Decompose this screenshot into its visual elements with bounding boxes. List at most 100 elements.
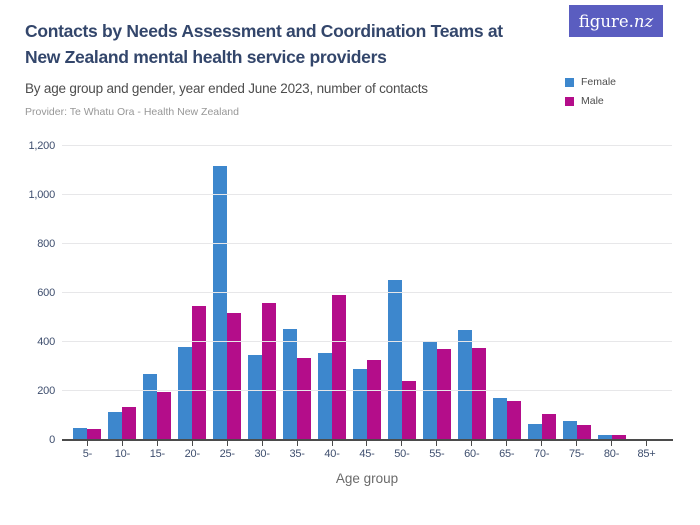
figurenz-logo[interactable]: figure. nz <box>569 5 663 37</box>
bar-group-85+ <box>629 146 664 440</box>
bar-male-30- <box>262 302 277 440</box>
legend-label-female: Female <box>581 76 617 88</box>
x-axis-title: Age group <box>335 471 399 486</box>
bar-group-20- <box>175 146 210 440</box>
x-cell-5-: 5- <box>70 441 105 460</box>
gridline-1000 <box>62 194 672 195</box>
x-cell-70-: 70- <box>524 441 559 460</box>
bar-male-20- <box>192 306 207 440</box>
x-tick-80- <box>611 441 613 446</box>
gridline-600 <box>62 292 672 293</box>
bar-group-50- <box>384 146 419 440</box>
x-cell-30-: 30- <box>245 441 280 460</box>
bar-female-60- <box>457 329 472 440</box>
bar-male-70- <box>541 414 556 440</box>
bar-group-45- <box>350 146 385 440</box>
bar-group-65- <box>489 146 524 440</box>
x-tick-70- <box>541 441 543 446</box>
y-tick-label-1000: 1,000 <box>28 189 55 201</box>
x-cell-55-: 55- <box>419 441 454 460</box>
x-tick-35- <box>296 441 298 446</box>
title-line-1: Contacts by Needs Assessment and Coordin… <box>25 21 503 41</box>
bar-male-55- <box>436 349 451 440</box>
x-tick-75- <box>576 441 578 446</box>
bar-group-10- <box>105 146 140 440</box>
x-tick-25- <box>226 441 228 446</box>
legend-swatch-female <box>565 77 574 87</box>
bar-group-70- <box>524 146 559 440</box>
chart-subtitle: By age group and gender, year ended June… <box>25 81 428 96</box>
x-tick-label-60-: 60- <box>464 448 480 460</box>
x-tick-label-80-: 80- <box>603 448 620 460</box>
bar-male-15- <box>157 392 172 440</box>
bar-male-60- <box>471 348 486 440</box>
x-tick-label-65-: 65- <box>499 448 515 460</box>
x-tick-45- <box>366 441 368 446</box>
bar-group-60- <box>454 146 489 440</box>
x-tick-label-55-: 55- <box>429 448 445 460</box>
x-tick-label-10-: 10- <box>114 448 131 460</box>
bar-female-10- <box>108 411 123 440</box>
x-tick-label-40-: 40- <box>324 448 340 460</box>
bar-male-65- <box>506 400 521 440</box>
bar-female-80- <box>597 435 612 440</box>
gridline-800 <box>62 243 672 244</box>
bar-male-5- <box>87 428 102 440</box>
bar-male-40- <box>332 295 347 440</box>
x-tick-65- <box>506 441 508 446</box>
x-cell-40-: 40- <box>315 441 350 460</box>
bar-group-40- <box>315 146 350 440</box>
bar-female-40- <box>318 353 333 440</box>
gridline-1200 <box>62 145 672 146</box>
bar-group-15- <box>140 146 175 440</box>
legend-item-female: Female <box>565 76 616 88</box>
bar-group-75- <box>559 146 594 440</box>
bar-group-25- <box>210 146 245 440</box>
bar-male-75- <box>576 425 591 440</box>
plot-area <box>62 145 672 440</box>
x-tick-60- <box>471 441 473 446</box>
title-line-2: New Zealand mental health service provid… <box>25 47 387 67</box>
y-tick-label-1200: 1,200 <box>28 140 55 152</box>
y-tick-label-800: 800 <box>37 238 55 250</box>
x-tick-label-45-: 45- <box>359 448 375 460</box>
x-tick-label-75-: 75- <box>568 448 585 460</box>
bar-female-15- <box>143 373 158 440</box>
bar-male-80- <box>611 434 626 440</box>
x-tick-20- <box>191 441 193 446</box>
bar-female-50- <box>387 279 402 440</box>
bar-group-55- <box>419 146 454 440</box>
x-tick-label-30-: 30- <box>254 448 271 460</box>
gridline-400 <box>62 341 672 342</box>
x-axis-line <box>62 439 673 441</box>
x-cell-80-: 80- <box>594 441 629 460</box>
x-tick-label-85+: 85+ <box>637 448 656 460</box>
x-tick-85+ <box>645 441 647 446</box>
bar-group-30- <box>245 146 280 440</box>
legend-swatch-male <box>565 96 574 106</box>
x-axis-labels: 5- 10- 15- 20- 25- 30- 35- 40- 45- 50- 55- 60- 65- 70… <box>70 441 664 460</box>
x-tick-label-25-: 25- <box>219 448 236 460</box>
x-cell-45-: 45- <box>350 441 385 460</box>
bar-female-20- <box>178 347 193 440</box>
legend: Female Male <box>565 76 616 114</box>
x-tick-5- <box>86 441 88 446</box>
bar-female-5- <box>73 427 88 440</box>
bar-male-10- <box>122 406 137 440</box>
x-cell-75-: 75- <box>559 441 594 460</box>
x-tick-label-15-: 15- <box>149 448 166 460</box>
y-tick-label-400: 400 <box>37 336 55 348</box>
bar-female-25- <box>213 165 228 440</box>
bar-male-45- <box>366 360 381 440</box>
provider-credit: Provider: Te Whatu Ora - Health New Zeal… <box>25 106 239 118</box>
bar-female-70- <box>527 424 542 440</box>
bar-group-35- <box>280 146 315 440</box>
bar-female-65- <box>492 398 507 440</box>
bar-group-80- <box>594 146 629 440</box>
y-tick-label-0: 0 <box>49 434 55 446</box>
x-tick-50- <box>401 441 403 446</box>
x-tick-10- <box>121 441 123 446</box>
bar-male-35- <box>297 357 312 440</box>
y-tick-label-200: 200 <box>37 385 55 397</box>
bar-female-30- <box>248 355 263 440</box>
